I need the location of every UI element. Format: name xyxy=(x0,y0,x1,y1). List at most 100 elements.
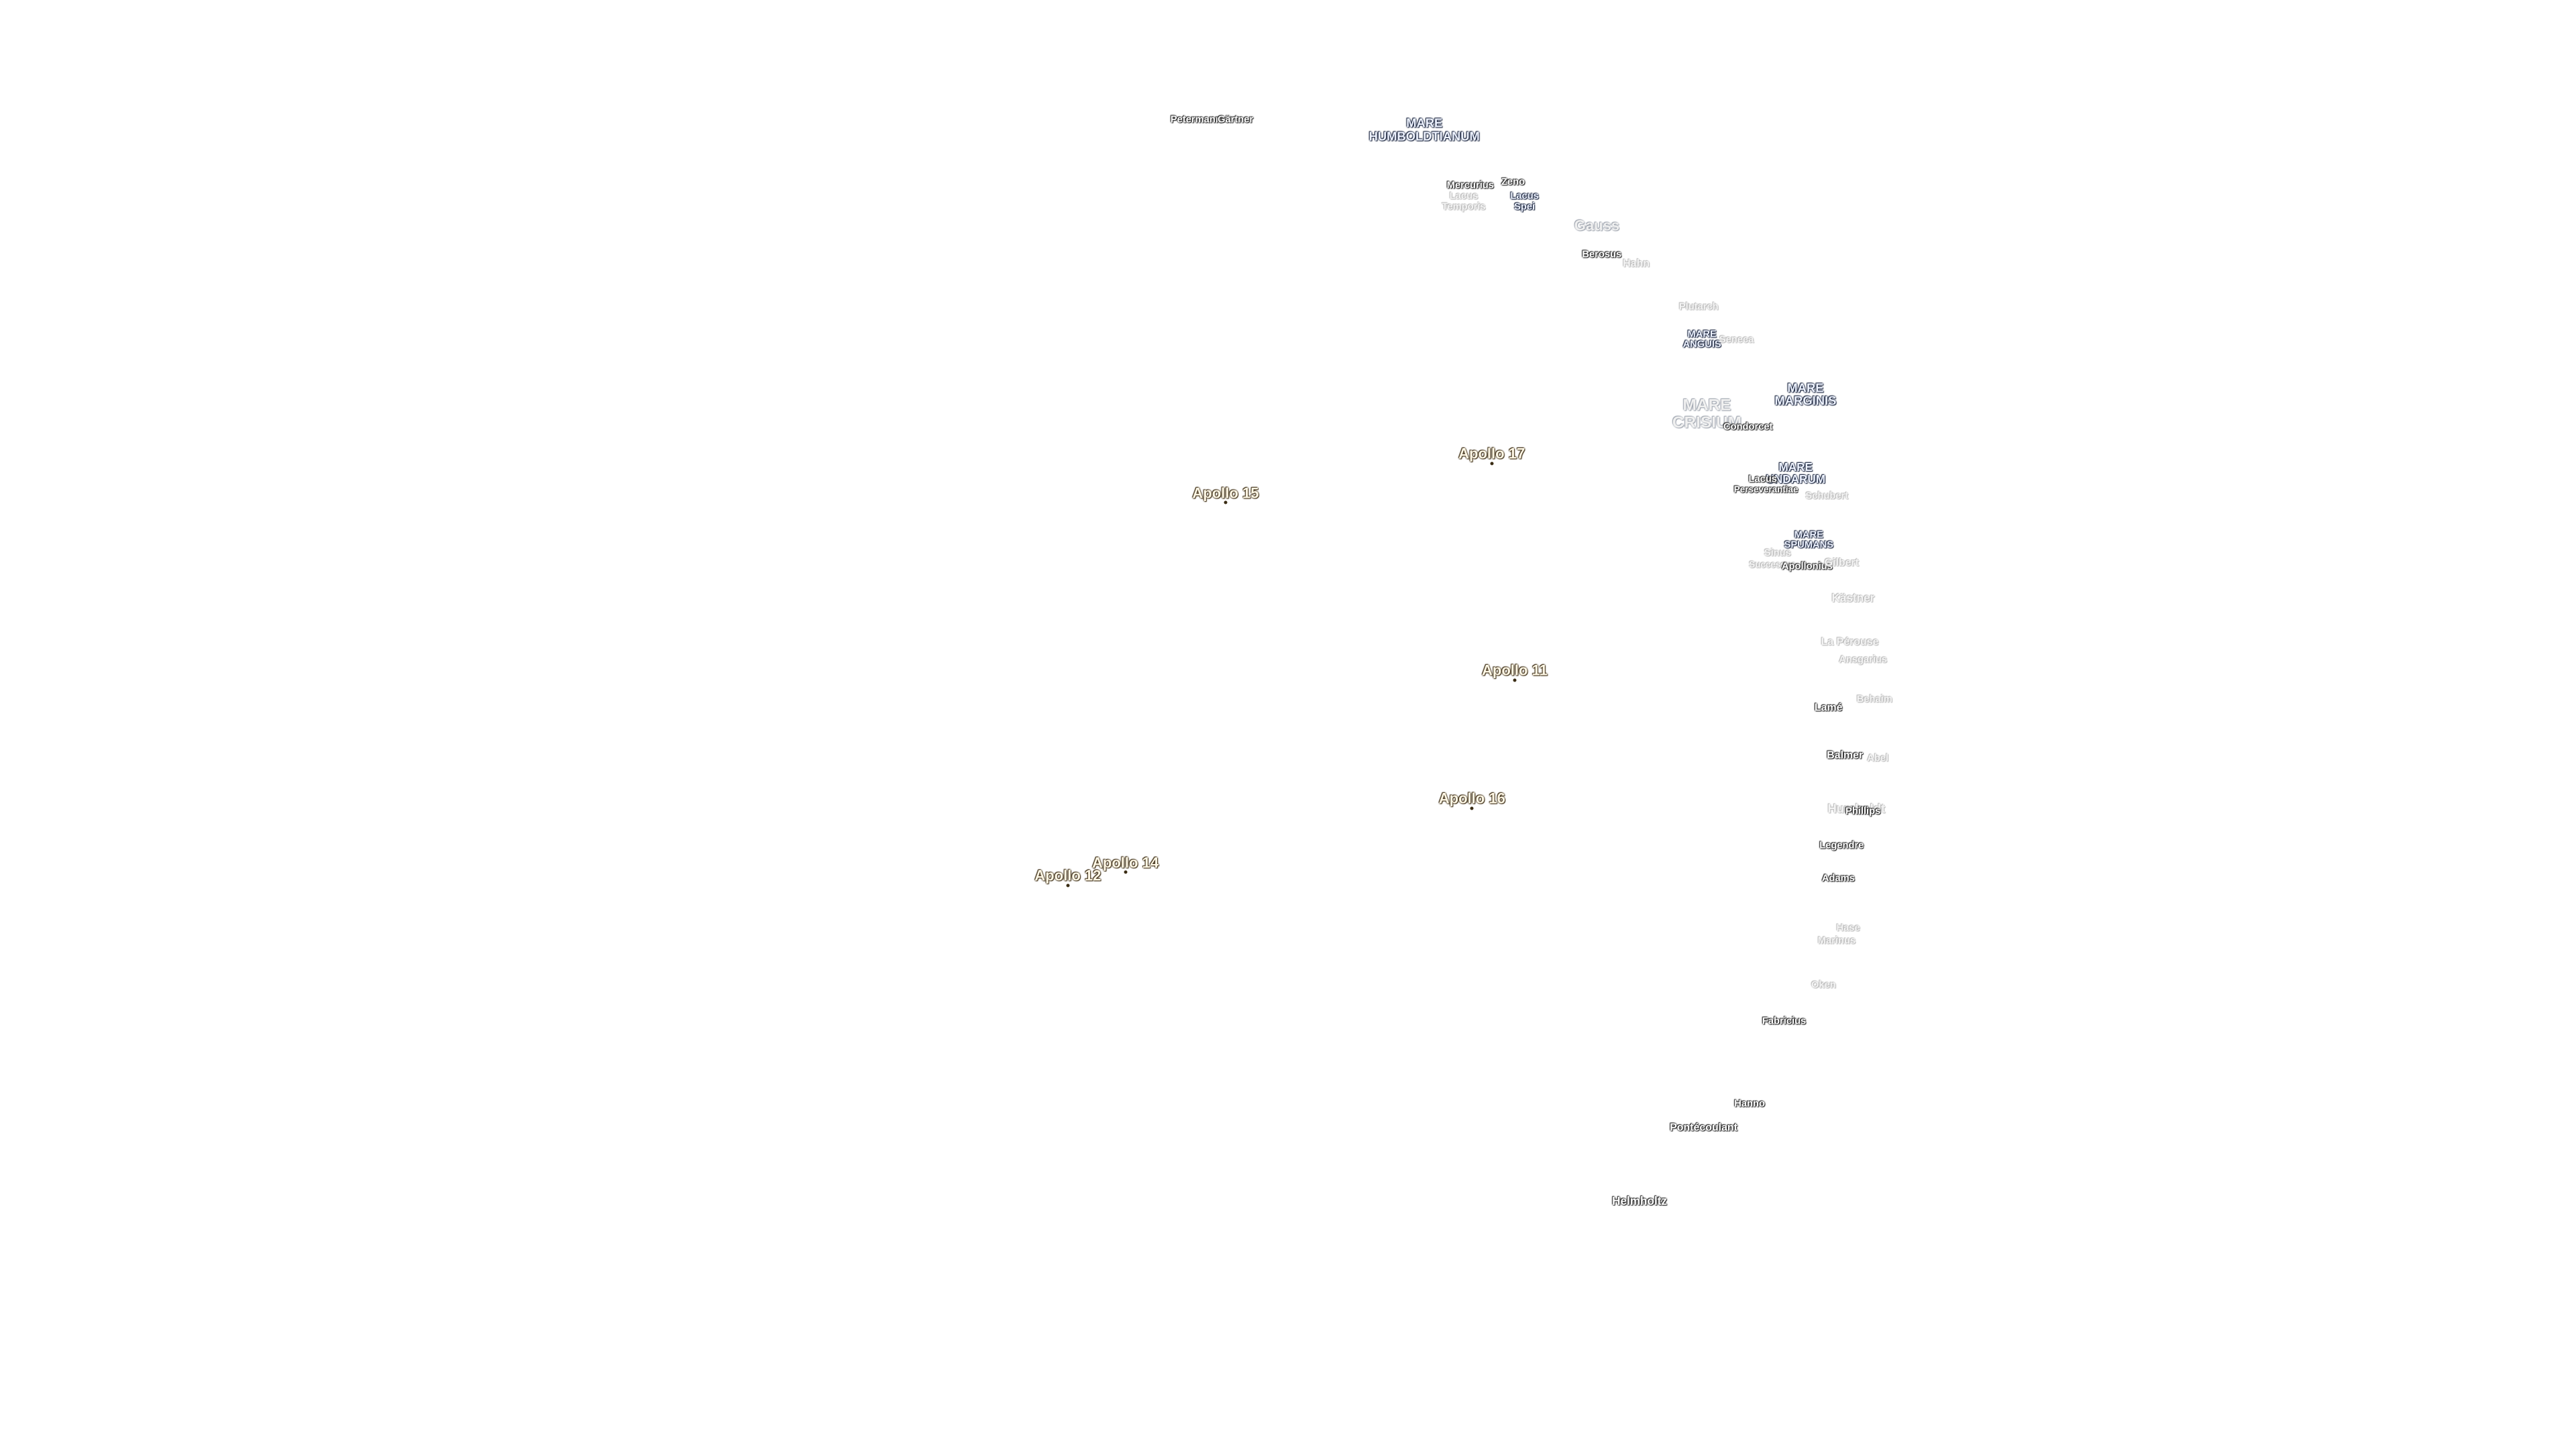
feature-label: MARE ANGUIS xyxy=(1682,329,1721,351)
feature-label: Oken xyxy=(1811,979,1836,991)
landing-site-label: Apollo 15 xyxy=(1192,484,1259,502)
feature-label: Hase xyxy=(1836,922,1860,933)
landing-site-marker xyxy=(1513,678,1517,682)
feature-label: MARE HUMBOLDTIANUM xyxy=(1369,117,1480,143)
label-line: MARE xyxy=(1687,329,1717,340)
label-line: Helmholtz xyxy=(1612,1194,1667,1208)
feature-label: Humboldt xyxy=(1827,801,1886,816)
label-line: MARE xyxy=(1778,460,1813,474)
label-line: Berosus xyxy=(1582,248,1622,260)
feature-label: Sinus xyxy=(1764,547,1791,559)
feature-label: MARE SPUMANS xyxy=(1784,529,1834,551)
label-line: CRISIUM xyxy=(1672,413,1742,432)
landing-site-marker xyxy=(1124,870,1128,874)
label-line: Plutarch xyxy=(1678,301,1719,313)
label-line: MARE xyxy=(1794,529,1823,541)
feature-label: Seneca xyxy=(1719,334,1754,345)
label-line: Perseverantiae xyxy=(1733,484,1799,494)
label-line: Seneca xyxy=(1719,334,1754,345)
feature-label: MARE UNDARUM xyxy=(1766,461,1825,485)
feature-label: Behaim xyxy=(1856,694,1892,705)
feature-label: La Pérouse xyxy=(1821,636,1879,648)
label-line: Lacus xyxy=(1510,191,1539,202)
label-line: Condorcet xyxy=(1723,421,1773,433)
feature-label: MARE MARGINIS xyxy=(1775,381,1837,407)
label-line: MARE xyxy=(1787,380,1824,395)
feature-label: Plutarch xyxy=(1678,301,1719,313)
feature-label: Lacus Temporis xyxy=(1442,191,1486,213)
label-line: Kästner xyxy=(1831,591,1875,605)
label-line: UNDARUM xyxy=(1766,472,1825,486)
label-line: MARE xyxy=(1406,116,1443,131)
feature-label: Ansgarius xyxy=(1839,655,1887,665)
label-line: Lacus xyxy=(1449,191,1479,202)
feature-label: Lacus xyxy=(1749,474,1777,484)
feature-label: Lamé xyxy=(1815,702,1843,714)
label-line: Hanno xyxy=(1734,1097,1766,1109)
label-line: Lacus xyxy=(1748,474,1777,485)
label-line: Gauss xyxy=(1574,216,1620,233)
label-line: Successus xyxy=(1749,559,1796,570)
label-line: Mercurius xyxy=(1446,180,1494,191)
label-line: Marinus xyxy=(1817,935,1856,947)
label-line: Temporis xyxy=(1442,201,1486,213)
label-line: MARE xyxy=(1682,396,1731,415)
label-line: Hahn xyxy=(1623,258,1650,270)
label-line: ANGUIS xyxy=(1682,339,1721,350)
label-line: HUMBOLDTIANUM xyxy=(1368,129,1480,144)
landing-site-label: Apollo 12 xyxy=(1034,867,1102,884)
landing-site-label: Apollo 17 xyxy=(1458,445,1525,462)
feature-label: Balmer xyxy=(1827,749,1864,761)
landing-site-label: Apollo 11 xyxy=(1481,661,1548,679)
feature-label: Abel xyxy=(1867,753,1889,764)
feature-label: Petermann xyxy=(1170,114,1222,125)
feature-label: Helmholtz xyxy=(1612,1195,1667,1207)
landing-site-marker xyxy=(1066,883,1070,888)
feature-label: Phillips xyxy=(1845,806,1880,816)
feature-label: Hahn xyxy=(1623,258,1650,270)
feature-label: Perseverantiae xyxy=(1733,484,1799,494)
feature-label: Berosus xyxy=(1582,248,1622,260)
label-line: Lamé xyxy=(1814,702,1843,714)
feature-label: Schubert xyxy=(1805,490,1849,501)
feature-label: Lacus Spei xyxy=(1510,191,1539,213)
label-line: Sinus xyxy=(1764,547,1791,559)
label-line: Gärtner xyxy=(1218,114,1254,125)
label-line: Pontécoulant xyxy=(1670,1122,1737,1134)
label-line: Adams xyxy=(1821,873,1855,884)
feature-label: Gauss xyxy=(1574,217,1619,233)
feature-label: Hanno xyxy=(1734,1097,1766,1109)
feature-label: Pontécoulant xyxy=(1670,1122,1737,1134)
label-line: Humboldt xyxy=(1827,801,1886,816)
label-line: Fabricius xyxy=(1762,1016,1807,1027)
label-line: Hase xyxy=(1836,922,1860,933)
feature-label: Successus xyxy=(1749,560,1796,570)
feature-label: Adams xyxy=(1821,873,1855,884)
label-line: Zeno xyxy=(1501,176,1525,188)
label-line: La Pérouse xyxy=(1821,636,1879,648)
label-line: Balmer xyxy=(1827,749,1864,761)
feature-label: Apollonius xyxy=(1782,561,1833,572)
feature-label: Marinus xyxy=(1818,936,1856,947)
label-line: SPUMANS xyxy=(1784,539,1834,551)
feature-label: Zeno xyxy=(1501,176,1525,188)
label-line: Abel xyxy=(1867,753,1889,764)
feature-label: Fabricius xyxy=(1762,1016,1807,1027)
label-line: Phillips xyxy=(1845,806,1881,817)
label-line: Oken xyxy=(1811,979,1836,991)
landing-site-label: Apollo 14 xyxy=(1091,854,1159,871)
feature-label: MARE CRISIUM xyxy=(1672,396,1741,431)
label-line: Apollonius xyxy=(1781,561,1833,572)
label-line: Behaim xyxy=(1856,694,1892,705)
label-line: Legendre xyxy=(1819,840,1864,851)
label-line: MARGINIS xyxy=(1774,393,1837,408)
feature-label: Mercurius xyxy=(1447,180,1494,191)
landing-site-marker xyxy=(1490,462,1494,466)
label-line: Spei xyxy=(1514,201,1536,213)
label-line: Petermann xyxy=(1170,114,1222,125)
feature-label: Legendre xyxy=(1819,841,1864,851)
label-line: Schubert xyxy=(1805,490,1849,501)
landing-site-label: Apollo 16 xyxy=(1438,790,1505,807)
feature-label: Condorcet xyxy=(1723,421,1773,433)
